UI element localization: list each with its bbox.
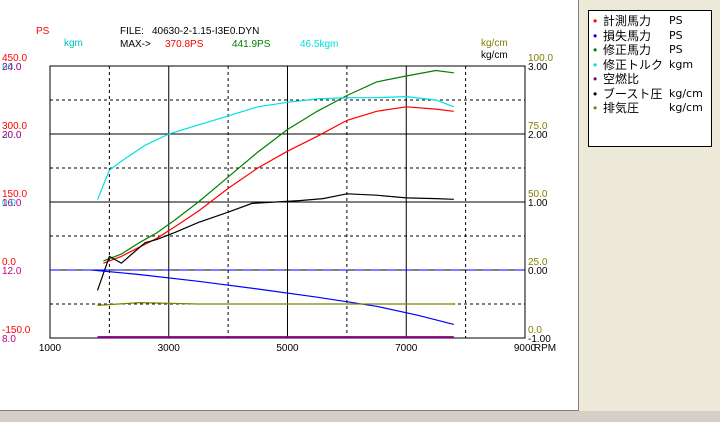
legend-item: • 修正トルク kgm — [593, 58, 707, 73]
legend-item-unit: PS — [669, 43, 683, 57]
boost-tick-label: -1.00 — [528, 334, 551, 345]
afr-tick-label: 8.0 — [2, 334, 16, 345]
ps-tick-label: 300.0 — [2, 121, 27, 132]
kgm-unit-label: kgm — [64, 38, 83, 49]
legend-item-name: 空燃比 — [603, 72, 640, 87]
x-axis-label: RPM — [534, 343, 556, 354]
legend-item-unit: kg/cm — [669, 86, 703, 100]
file-label: FILE: — [120, 26, 144, 37]
legend-item-name: 計測馬力 — [603, 14, 652, 29]
file-name: 40630-2-1.15-I3E0.DYN — [152, 26, 259, 37]
ps-tick-label: 150.0 — [2, 189, 27, 200]
series-line — [97, 301, 454, 306]
x-tick-label: 5000 — [276, 343, 299, 354]
legend-item: • 排気圧 kg/cm — [593, 101, 707, 116]
afr-tick-label: 16.0 — [2, 198, 22, 209]
kgcm-unit-label-1: kg/cm — [481, 38, 508, 49]
legend-dot-icon: • — [593, 72, 598, 87]
dyno-chart: PS kgm FILE: 40630-2-1.15-I3E0.DYN MAX->… — [2, 26, 556, 354]
max-measured-ps: 370.8PS — [165, 39, 204, 50]
exhaust-tick-label: 75.0 — [528, 121, 548, 132]
series-line — [103, 106, 454, 264]
boost-tick-label: 0.00 — [528, 266, 548, 277]
ps-unit-label: PS — [36, 26, 50, 37]
x-tick-label: 1000 — [39, 343, 62, 354]
legend-item: • 計測馬力 PS — [593, 14, 707, 29]
max-corrected-ps: 441.9PS — [232, 39, 271, 50]
ps-tick-label: -150.0 — [2, 325, 31, 336]
max-label: MAX-> — [120, 39, 151, 50]
max-torque: 46.5kgm — [300, 39, 338, 50]
legend-item-name: 損失馬力 — [603, 28, 652, 43]
boost-tick-label: 3.00 — [528, 62, 548, 73]
legend-item: • 空燃比 — [593, 72, 707, 87]
x-tick-label: 9000 — [514, 343, 537, 354]
status-strip — [0, 411, 720, 422]
exhaust-tick-label: 0.0 — [528, 325, 542, 336]
torque-tick-label: 30.0 — [2, 130, 22, 141]
exhaust-tick-label: 100.0 — [528, 53, 553, 64]
ps-tick-label: 450.0 — [2, 53, 27, 64]
torque-tick-label: 60.0 — [2, 62, 22, 73]
legend-dot-icon: • — [593, 57, 598, 72]
legend-item-name: 排気圧 — [603, 101, 640, 116]
x-tick-label: 7000 — [395, 343, 418, 354]
exhaust-tick-label: 25.0 — [528, 257, 548, 268]
torque-tick-label: 0.0 — [2, 198, 16, 209]
legend-item-unit: PS — [669, 14, 683, 28]
legend-dot-icon: • — [593, 28, 598, 43]
legend-item-name: 修正トルク — [603, 57, 664, 72]
chart-header: PS kgm FILE: 40630-2-1.15-I3E0.DYN MAX->… — [36, 26, 508, 61]
afr-tick-label: 12.0 — [2, 266, 22, 277]
legend-dot-icon: • — [593, 86, 598, 101]
chart-series — [91, 69, 455, 339]
dyno-chart-panel: PS kgm FILE: 40630-2-1.15-I3E0.DYN MAX->… — [0, 0, 579, 411]
series-line — [103, 69, 454, 262]
exhaust-tick-label: 50.0 — [528, 189, 548, 200]
legend-item: • ブースト圧 kg/cm — [593, 87, 707, 102]
legend-item-name: 修正馬力 — [603, 43, 652, 58]
series-line — [96, 95, 455, 200]
x-tick-label: 3000 — [158, 343, 181, 354]
legend-dot-icon: • — [593, 14, 598, 29]
legend-item-unit: kg/cm — [669, 101, 703, 115]
kgcm-unit-label-2: kg/cm — [481, 50, 508, 61]
boost-tick-label: 1.00 — [528, 198, 548, 209]
legend-item-unit: kgm — [669, 57, 694, 71]
afr-tick-label: 20.0 — [2, 130, 22, 141]
legend-item: • 修正馬力 PS — [593, 43, 707, 58]
legend-item-unit: PS — [669, 28, 683, 42]
legend: • 計測馬力 PS • 損失馬力 PS • 修正馬力 PS • 修正トルク kgm • 空燃比 • ブースト圧… — [588, 10, 712, 147]
legend-dot-icon: • — [593, 43, 598, 58]
legend-item-name: ブースト圧 — [603, 86, 663, 101]
legend-dot-icon: • — [593, 101, 598, 116]
boost-tick-label: 2.00 — [528, 130, 548, 141]
axis-tick-labels: 1000 3000 5000 7000 9000RPM450.0300.0150.00.… — [2, 53, 556, 354]
series-line — [96, 193, 454, 291]
ps-tick-label: 0.0 — [2, 257, 16, 268]
series-line — [91, 269, 454, 325]
afr-tick-label: 24.0 — [2, 62, 22, 73]
legend-item: • 損失馬力 PS — [593, 29, 707, 44]
